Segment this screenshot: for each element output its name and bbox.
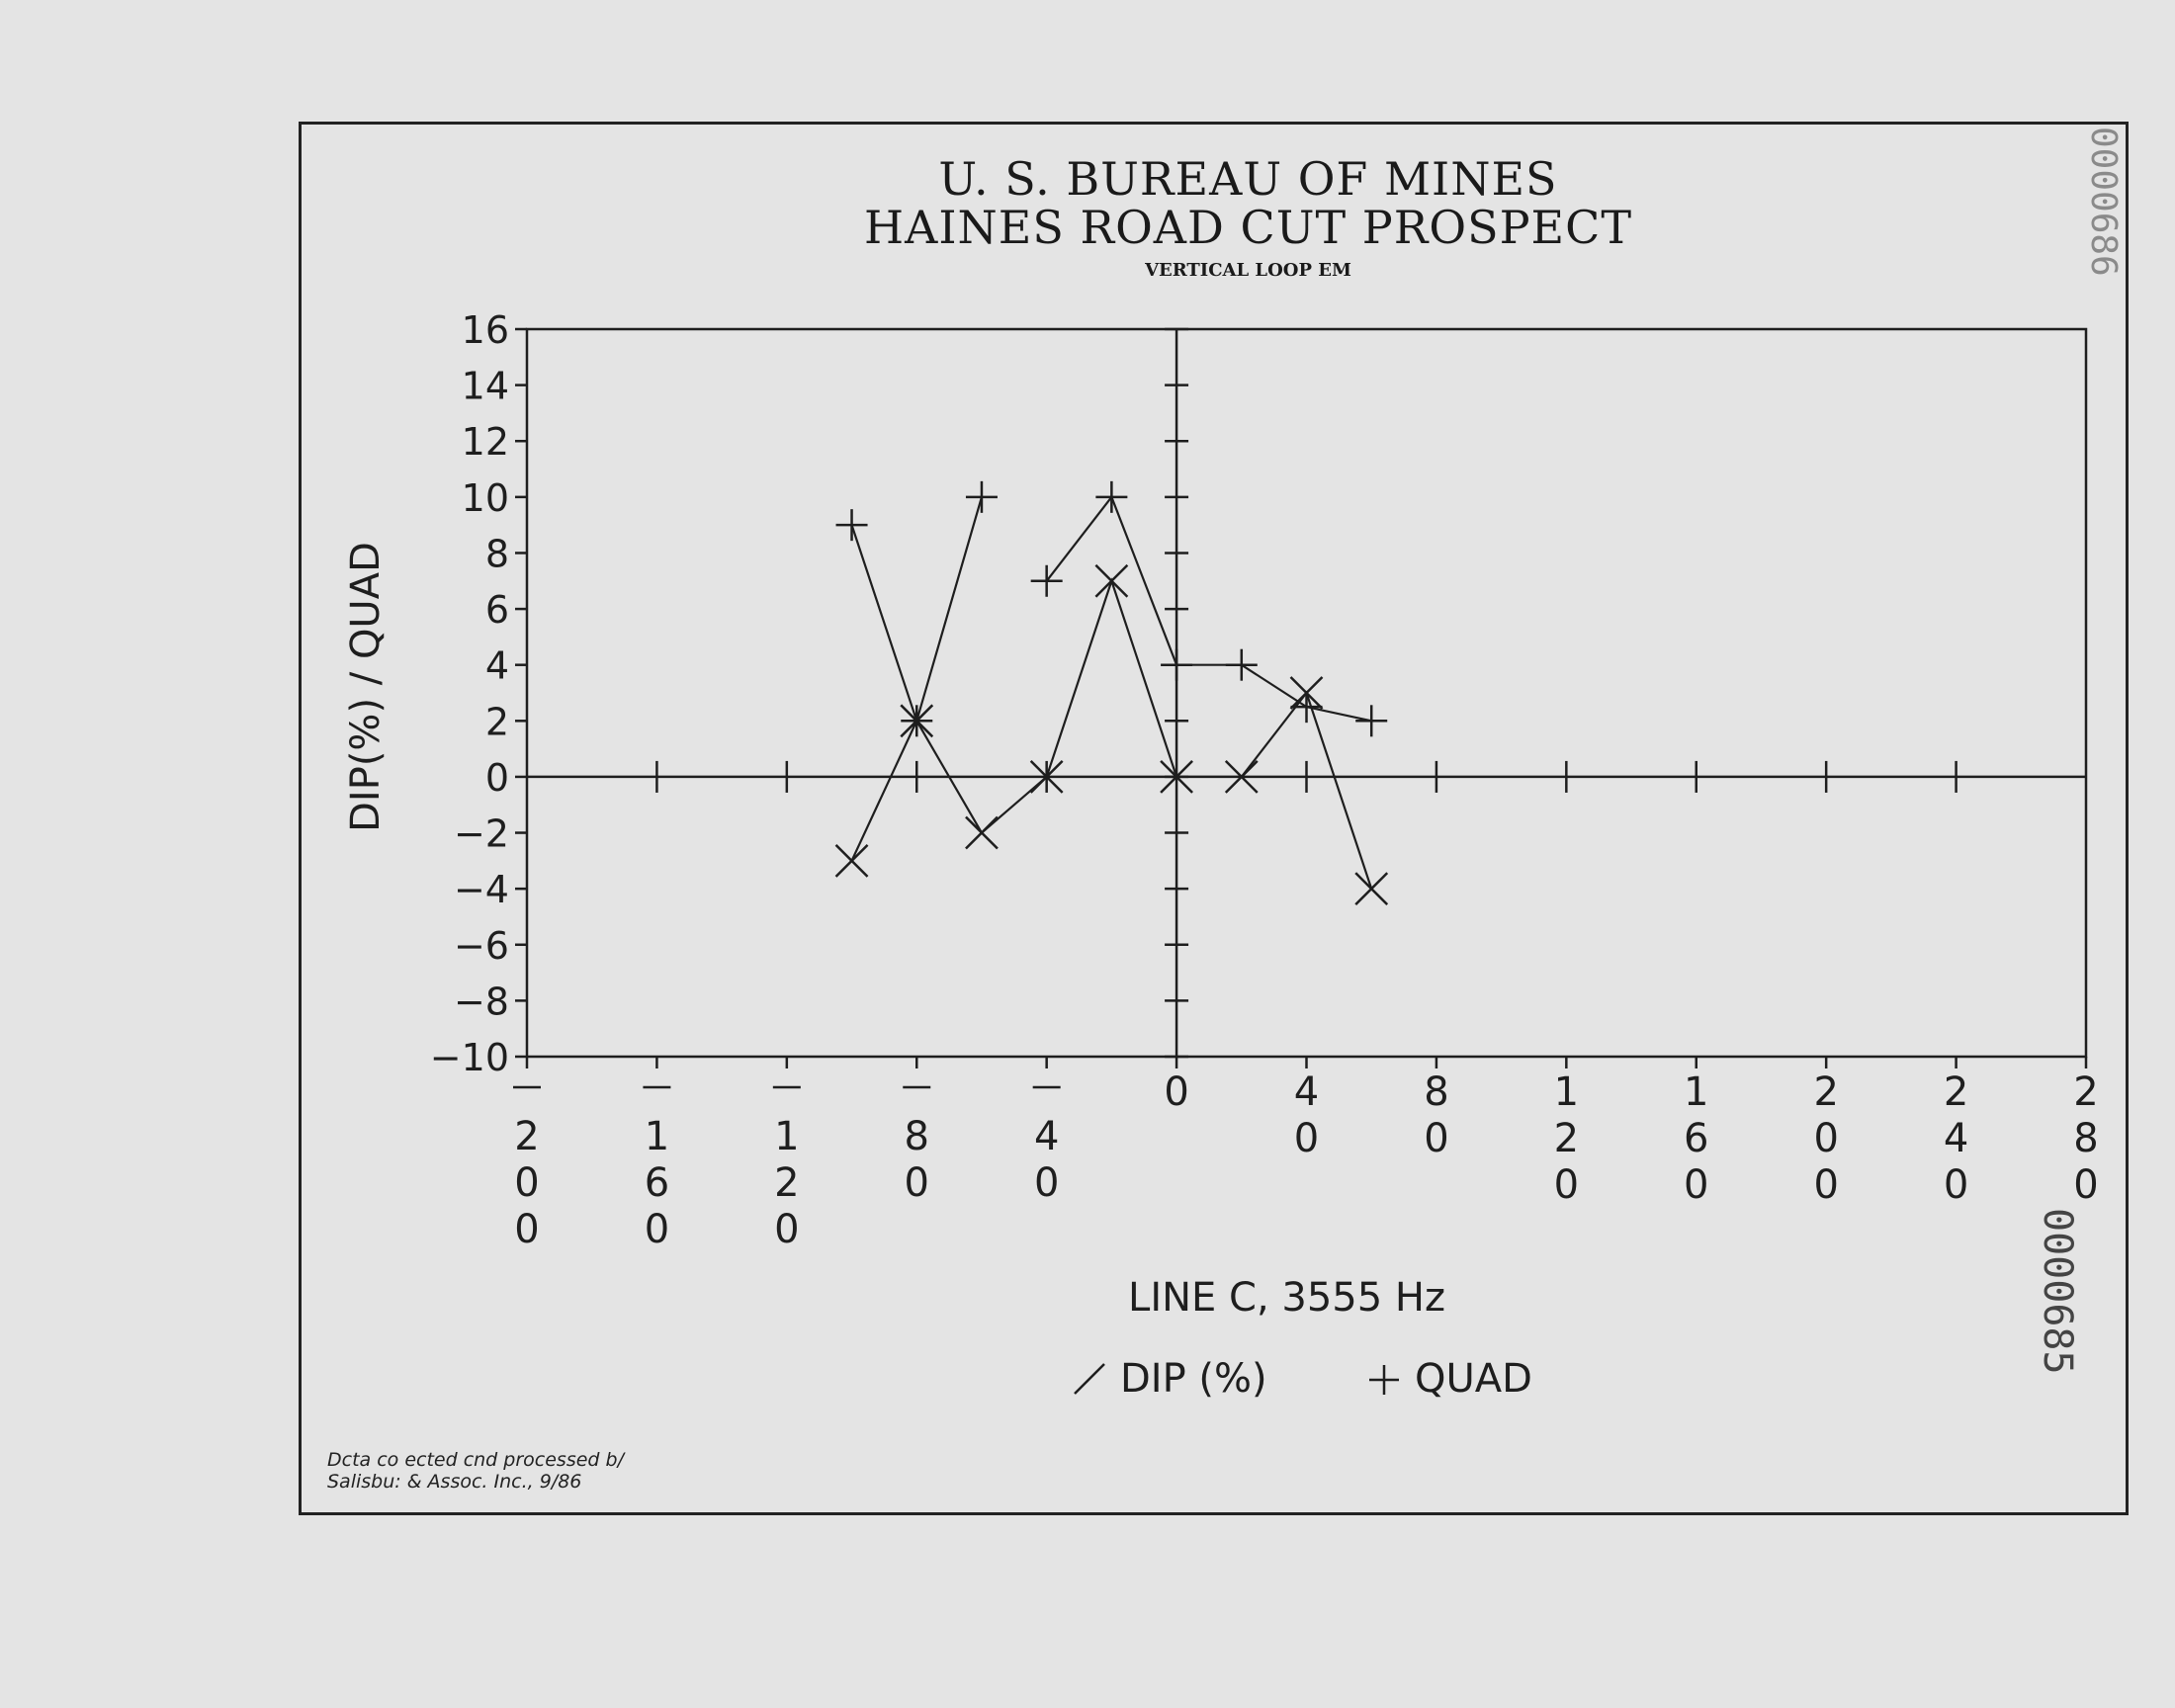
quad-point-marker bbox=[1030, 564, 1063, 597]
x-tick-label-digit: 2 bbox=[1554, 1116, 1579, 1161]
document-stamp-number: 0000685 bbox=[2035, 1208, 2080, 1375]
y-tick-label: 0 bbox=[485, 756, 509, 800]
x-tick-label-digit: 1 bbox=[774, 1114, 799, 1159]
x-tick-label-digit: 0 bbox=[1813, 1116, 1838, 1161]
x-tick-label-digit: 0 bbox=[1424, 1116, 1448, 1161]
x-tick-label-digit: 2 bbox=[774, 1160, 799, 1206]
x-tick-label-digit: 0 bbox=[1294, 1116, 1319, 1161]
dip-marker-stroke bbox=[834, 843, 869, 878]
y-tick-label: 14 bbox=[462, 365, 509, 408]
x-tick-label-digit: 1 bbox=[1554, 1069, 1579, 1115]
x-tick-label-digit: 2 bbox=[1813, 1069, 1838, 1115]
x-axis-label: LINE C, 3555 Hz bbox=[1128, 1275, 1445, 1321]
x-tick-label-digit: 0 bbox=[1164, 1069, 1188, 1115]
quad-point-marker bbox=[1290, 691, 1323, 724]
y-tick-label: 12 bbox=[462, 420, 509, 464]
legend-dip-symbol bbox=[1074, 1363, 1105, 1395]
x-tick-label-digit: 8 bbox=[1424, 1069, 1448, 1115]
credit-line1: Dcta co ected cnd processed b/ bbox=[327, 1449, 624, 1471]
x-tick-label-digit: 0 bbox=[514, 1160, 539, 1206]
x-tick-label-digit: 0 bbox=[774, 1207, 799, 1252]
y-tick-label: −8 bbox=[454, 980, 509, 1023]
y-axis-label: DIP(%) / QUAD bbox=[343, 542, 389, 832]
x-tick-label-digit: 0 bbox=[1944, 1162, 1968, 1208]
x-tick-label-digit: 4 bbox=[1944, 1116, 1968, 1161]
quad-point-marker bbox=[835, 509, 868, 542]
legend-dip-label: DIP (%) bbox=[1120, 1356, 1267, 1402]
dip-marker-stroke bbox=[1094, 563, 1129, 598]
x-tick-label-digit: 6 bbox=[645, 1160, 669, 1206]
x-tick-label-digit: 0 bbox=[514, 1207, 539, 1252]
y-tick-label: −6 bbox=[454, 924, 509, 968]
y-tick-label: 4 bbox=[485, 644, 509, 688]
chart-title-line2: HAINES ROAD CUT PROSPECT bbox=[863, 201, 1633, 254]
dip-point-marker bbox=[834, 843, 869, 878]
data-credit: Dcta co ected cnd processed b/ Salisbu: … bbox=[327, 1449, 624, 1493]
y-tick-label: −2 bbox=[454, 812, 509, 856]
quad-point-marker bbox=[965, 480, 998, 513]
x-tick-label-digit: 8 bbox=[2073, 1116, 2098, 1161]
quad-point-marker bbox=[1161, 648, 1193, 681]
chart-title-line1: U. S. BUREAU OF MINES bbox=[938, 152, 1558, 206]
y-tick-label: 10 bbox=[462, 476, 509, 520]
x-tick-label-digit: 1 bbox=[1684, 1069, 1708, 1115]
dip-point-marker bbox=[1224, 760, 1259, 794]
x-tick-label-digit: 1 bbox=[645, 1114, 669, 1159]
y-tick-label: −10 bbox=[430, 1036, 509, 1079]
x-tick-label-digit: 4 bbox=[1034, 1114, 1059, 1159]
quad-point-marker bbox=[1355, 705, 1388, 737]
y-tick-label: 16 bbox=[462, 308, 509, 352]
x-tick-label-digit: 0 bbox=[1554, 1162, 1579, 1208]
x-tick-label-digit: 6 bbox=[1684, 1116, 1708, 1161]
x-tick-label-digit: 0 bbox=[1034, 1160, 1059, 1206]
x-tick-label-digit: 0 bbox=[905, 1160, 929, 1206]
dip-marker-stroke bbox=[1354, 872, 1389, 906]
x-tick-label-digit: 0 bbox=[645, 1207, 669, 1252]
y-tick-label: 6 bbox=[485, 588, 509, 632]
x-tick-label-digit: 2 bbox=[514, 1114, 539, 1159]
dip-marker-stroke bbox=[965, 815, 999, 850]
faded-stamp-number: 0000686 bbox=[2083, 127, 2124, 277]
legend-quad-label: QUAD bbox=[1415, 1356, 1532, 1402]
x-tick-label-digit: 0 bbox=[1684, 1162, 1708, 1208]
x-tick-label-digit: 2 bbox=[2073, 1069, 2098, 1115]
x-tick-label-digit: 8 bbox=[905, 1114, 929, 1159]
dip-point-marker bbox=[1029, 760, 1064, 794]
chart-subtitle: VERTICAL LOOP EM bbox=[1145, 260, 1351, 281]
dip-point-marker bbox=[1354, 872, 1389, 906]
x-tick-label-digit: 2 bbox=[1944, 1069, 1968, 1115]
dip-marker-stroke bbox=[1029, 760, 1064, 794]
quad-point-marker bbox=[1095, 480, 1128, 513]
x-tick-label-digit: 0 bbox=[2073, 1162, 2098, 1208]
quad-series-line bbox=[850, 496, 984, 726]
dip-point-marker bbox=[1094, 563, 1129, 598]
dip-point-marker bbox=[965, 815, 999, 850]
x-tick-label-digit: 0 bbox=[1813, 1162, 1838, 1208]
legend-quad-symbol bbox=[1369, 1365, 1399, 1395]
y-tick-label: 8 bbox=[485, 532, 509, 575]
quad-point-marker bbox=[901, 705, 933, 737]
quad-point-marker bbox=[1225, 648, 1258, 681]
y-tick-label: −4 bbox=[454, 868, 509, 911]
dip-marker-stroke bbox=[1224, 760, 1259, 794]
x-tick-label-digit: 4 bbox=[1294, 1069, 1319, 1115]
credit-line2: Salisbu: & Assoc. Inc., 9/86 bbox=[327, 1471, 582, 1493]
y-tick-label: 2 bbox=[485, 700, 509, 743]
chart-frame: U. S. BUREAU OF MINES HAINES ROAD CUT PR… bbox=[299, 122, 2129, 1515]
dip-point-marker bbox=[1160, 760, 1193, 794]
dip-marker-stroke bbox=[1160, 760, 1193, 794]
quad-series-line bbox=[1045, 494, 1372, 723]
